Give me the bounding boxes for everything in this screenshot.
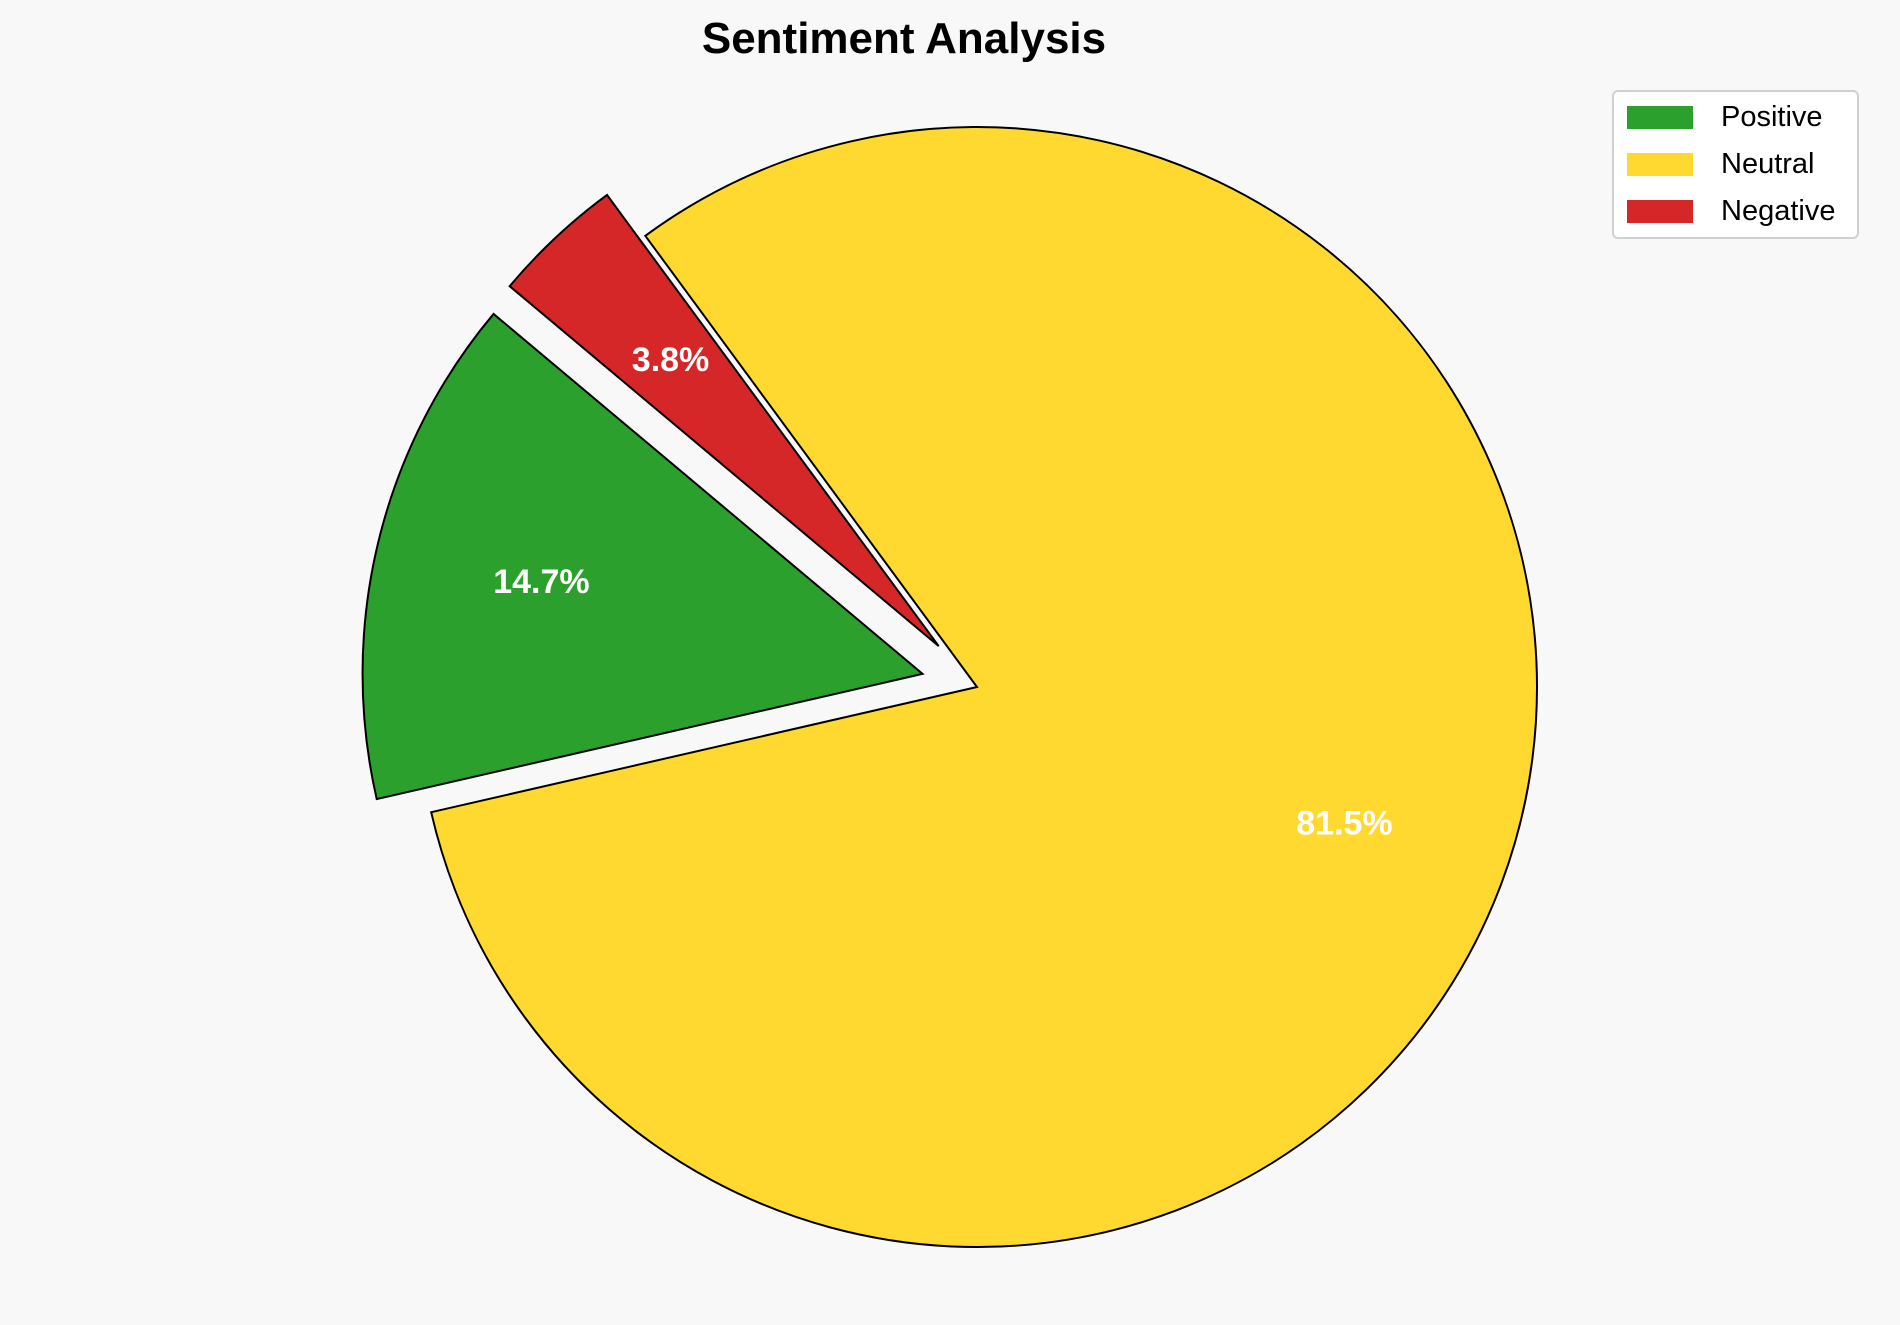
legend-label: Negative	[1721, 194, 1836, 227]
legend-label: Positive	[1721, 100, 1823, 133]
pie-slice-neutral	[429, 126, 1538, 1248]
legend-item-neutral: Neutral	[1627, 144, 1815, 184]
legend-swatch	[1627, 105, 1693, 129]
pie-slice-negative	[508, 193, 940, 647]
legend-swatch	[1627, 199, 1693, 223]
pie-label-negative: 3.8%	[632, 341, 710, 379]
pie-label-neutral: 81.5%	[1296, 805, 1392, 843]
legend-item-negative: Negative	[1627, 191, 1835, 231]
legend: Positive Neutral Negative	[1612, 90, 1859, 239]
pie-slice-positive	[361, 312, 925, 801]
legend-item-positive: Positive	[1627, 97, 1823, 137]
legend-label: Neutral	[1721, 147, 1815, 180]
chart-title: Sentiment Analysis	[701, 14, 1107, 63]
legend-swatch	[1627, 152, 1693, 176]
pie-label-positive: 14.7%	[493, 563, 589, 601]
